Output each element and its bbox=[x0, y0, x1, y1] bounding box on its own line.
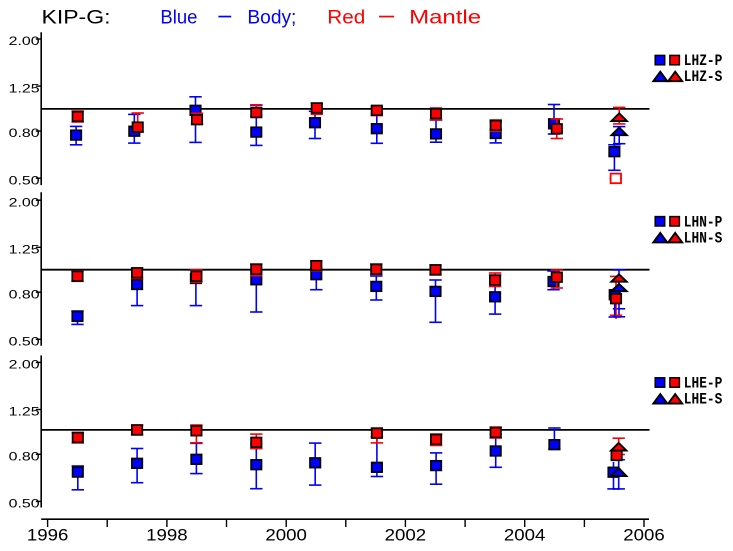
svg-text:1998: 1998 bbox=[146, 526, 188, 545]
svg-text:LHE-P: LHE-P bbox=[684, 375, 723, 393]
svg-text:LHZ-S: LHZ-S bbox=[684, 68, 723, 86]
svg-text:Body;: Body; bbox=[247, 8, 296, 29]
svg-text:Red: Red bbox=[327, 8, 365, 29]
svg-text:LHZ-P: LHZ-P bbox=[684, 52, 723, 70]
svg-text:0.80: 0.80 bbox=[9, 450, 41, 464]
svg-text:2.00: 2.00 bbox=[9, 34, 41, 48]
svg-text:0.50: 0.50 bbox=[9, 497, 41, 511]
svg-text:1.25: 1.25 bbox=[9, 243, 41, 257]
svg-text:LHN-P: LHN-P bbox=[684, 213, 723, 231]
svg-text:1.25: 1.25 bbox=[9, 81, 41, 95]
svg-text:0.50: 0.50 bbox=[9, 335, 41, 349]
svg-text:0.80: 0.80 bbox=[9, 126, 41, 140]
svg-text:LHE-S: LHE-S bbox=[684, 391, 723, 409]
svg-text:0.50: 0.50 bbox=[9, 173, 41, 187]
svg-text:Mantle: Mantle bbox=[409, 8, 481, 29]
svg-text:2004: 2004 bbox=[504, 526, 546, 545]
svg-text:1996: 1996 bbox=[27, 526, 69, 545]
svg-text:LHN-S: LHN-S bbox=[684, 229, 723, 247]
svg-text:2002: 2002 bbox=[385, 526, 427, 545]
svg-text:2000: 2000 bbox=[265, 526, 307, 545]
svg-text:KIP-G:: KIP-G: bbox=[42, 8, 111, 29]
svg-text:Blue: Blue bbox=[160, 8, 197, 29]
svg-text:0.80: 0.80 bbox=[9, 287, 41, 301]
svg-text:2.00: 2.00 bbox=[9, 358, 41, 372]
svg-text:2.00: 2.00 bbox=[9, 195, 41, 209]
svg-text:1.25: 1.25 bbox=[9, 405, 41, 419]
svg-text:2006: 2006 bbox=[623, 526, 665, 545]
